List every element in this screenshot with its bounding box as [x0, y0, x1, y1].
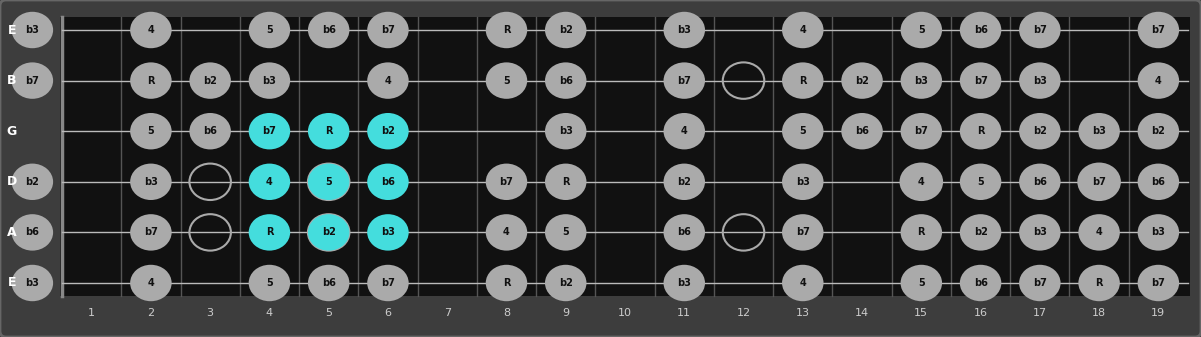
Text: 4: 4: [384, 75, 392, 86]
Text: 4: 4: [800, 25, 806, 35]
Ellipse shape: [249, 265, 291, 301]
Text: 8: 8: [503, 308, 510, 318]
Ellipse shape: [545, 62, 586, 99]
Text: R: R: [799, 75, 807, 86]
Text: 10: 10: [619, 308, 632, 318]
Ellipse shape: [368, 265, 408, 301]
Text: 4: 4: [1095, 227, 1103, 237]
Text: b7: b7: [1152, 25, 1165, 35]
Ellipse shape: [190, 62, 231, 99]
Text: R: R: [325, 126, 333, 136]
Text: 16: 16: [974, 308, 987, 318]
Text: 5: 5: [800, 126, 806, 136]
Text: b7: b7: [381, 25, 395, 35]
Text: b2: b2: [1152, 126, 1165, 136]
Ellipse shape: [1137, 163, 1179, 200]
Text: b2: b2: [381, 126, 395, 136]
Text: E: E: [7, 24, 16, 36]
Ellipse shape: [960, 265, 1002, 301]
Ellipse shape: [1020, 62, 1060, 99]
Text: b7: b7: [263, 126, 276, 136]
Text: b6: b6: [677, 227, 692, 237]
Text: R: R: [976, 126, 985, 136]
Ellipse shape: [307, 214, 349, 251]
Ellipse shape: [663, 214, 705, 251]
Ellipse shape: [307, 163, 349, 200]
Ellipse shape: [1137, 265, 1179, 301]
Text: b3: b3: [796, 177, 809, 187]
Ellipse shape: [368, 12, 408, 48]
Ellipse shape: [485, 265, 527, 301]
Text: b3: b3: [1152, 227, 1165, 237]
Ellipse shape: [485, 62, 527, 99]
Text: b3: b3: [144, 177, 157, 187]
Text: b7: b7: [500, 177, 513, 187]
Ellipse shape: [1020, 163, 1060, 200]
Text: 5: 5: [325, 177, 331, 187]
Text: R: R: [1095, 278, 1103, 288]
Text: b3: b3: [1033, 75, 1047, 86]
Text: R: R: [562, 177, 569, 187]
Ellipse shape: [130, 163, 172, 200]
Text: 4: 4: [503, 227, 510, 237]
Ellipse shape: [901, 62, 942, 99]
Text: 14: 14: [855, 308, 870, 318]
Text: D: D: [6, 175, 17, 188]
Text: 5: 5: [503, 75, 510, 86]
Text: b3: b3: [263, 75, 276, 86]
Text: b2: b2: [558, 25, 573, 35]
Ellipse shape: [663, 163, 705, 200]
Text: b2: b2: [322, 227, 335, 237]
Text: 4: 4: [265, 308, 273, 318]
Text: b7: b7: [1033, 25, 1047, 35]
Text: b6: b6: [855, 126, 870, 136]
Text: b7: b7: [796, 227, 809, 237]
Ellipse shape: [782, 163, 824, 200]
Ellipse shape: [901, 214, 942, 251]
Ellipse shape: [663, 12, 705, 48]
Ellipse shape: [1020, 265, 1060, 301]
Ellipse shape: [901, 12, 942, 48]
Ellipse shape: [960, 163, 1002, 200]
Ellipse shape: [1137, 214, 1179, 251]
Text: b2: b2: [855, 75, 870, 86]
Text: 4: 4: [681, 126, 688, 136]
Ellipse shape: [190, 113, 231, 149]
Text: b3: b3: [677, 278, 692, 288]
Text: 6: 6: [384, 308, 392, 318]
Text: B: B: [7, 74, 17, 87]
Ellipse shape: [12, 163, 53, 200]
Ellipse shape: [130, 113, 172, 149]
Ellipse shape: [663, 265, 705, 301]
Text: b6: b6: [322, 25, 335, 35]
Text: R: R: [503, 278, 510, 288]
Text: G: G: [6, 125, 17, 138]
Ellipse shape: [249, 214, 291, 251]
Ellipse shape: [368, 214, 408, 251]
Text: 2: 2: [148, 308, 155, 318]
Ellipse shape: [901, 163, 942, 200]
Text: 11: 11: [677, 308, 692, 318]
Text: b7: b7: [914, 126, 928, 136]
Text: b3: b3: [914, 75, 928, 86]
Text: b3: b3: [677, 25, 692, 35]
Ellipse shape: [12, 12, 53, 48]
Text: b7: b7: [144, 227, 157, 237]
Ellipse shape: [1020, 12, 1060, 48]
Ellipse shape: [249, 163, 291, 200]
Text: b3: b3: [558, 126, 573, 136]
Ellipse shape: [1137, 113, 1179, 149]
Text: R: R: [918, 227, 925, 237]
Ellipse shape: [485, 12, 527, 48]
Text: 12: 12: [736, 308, 751, 318]
Bar: [60, 17, 1190, 296]
Text: b2: b2: [974, 227, 987, 237]
Ellipse shape: [782, 113, 824, 149]
Ellipse shape: [545, 12, 586, 48]
Ellipse shape: [130, 265, 172, 301]
Text: 9: 9: [562, 308, 569, 318]
Text: b7: b7: [381, 278, 395, 288]
Ellipse shape: [130, 214, 172, 251]
Ellipse shape: [368, 113, 408, 149]
